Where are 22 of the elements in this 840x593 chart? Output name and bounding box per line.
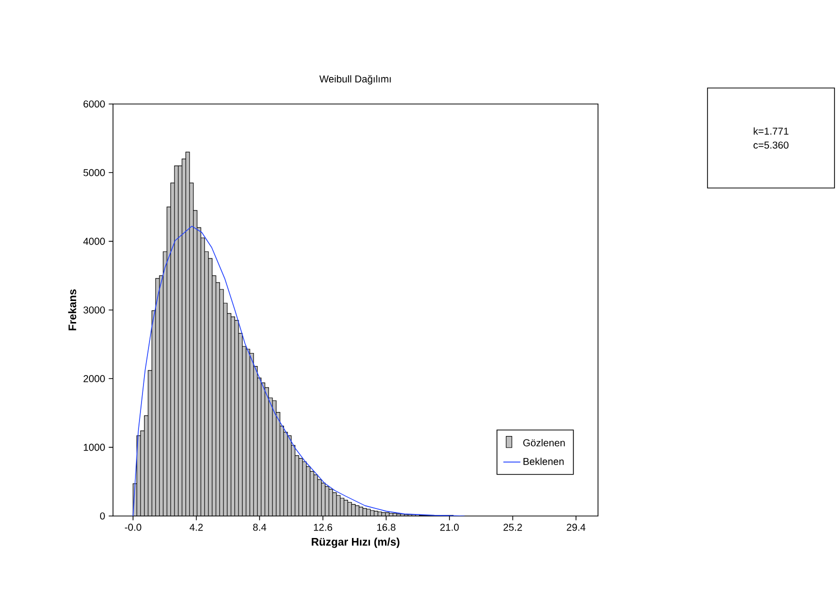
x-tick-label: 21.0 <box>440 524 459 531</box>
legend-label: Beklenen <box>524 458 564 466</box>
y-tick-label: 3000 <box>83 306 105 314</box>
y-tick-label: 4000 <box>83 238 105 245</box>
y-tick-label: 6000 <box>84 100 105 108</box>
x-tick-label: 29.4 <box>566 524 586 531</box>
x-tick-label: 12.6 <box>314 524 332 531</box>
y-tick-label: 5000 <box>83 169 105 176</box>
y-tick-label: 0 <box>100 512 105 520</box>
y-tick-label: 1000 <box>84 444 105 451</box>
x-tick-label: 25.2 <box>504 524 522 531</box>
x-tick-label: -0.0 <box>124 524 142 531</box>
x-tick-label: 16.8 <box>377 524 396 531</box>
y-axis-title: Frekans <box>68 289 76 330</box>
legend-label: Gözlenen <box>523 439 565 446</box>
chart-title: Weibull Dağılımı <box>319 75 391 84</box>
y-tick-label: 2000 <box>84 375 105 382</box>
x-tick-label: 4.2 <box>190 524 203 531</box>
text: k=1.771 <box>754 127 788 135</box>
x-tick-label: 8.4 <box>253 524 266 531</box>
x-axis-title: Rüzgar Hızı (m/s) <box>312 538 400 548</box>
text: c=5.360 <box>754 142 788 149</box>
